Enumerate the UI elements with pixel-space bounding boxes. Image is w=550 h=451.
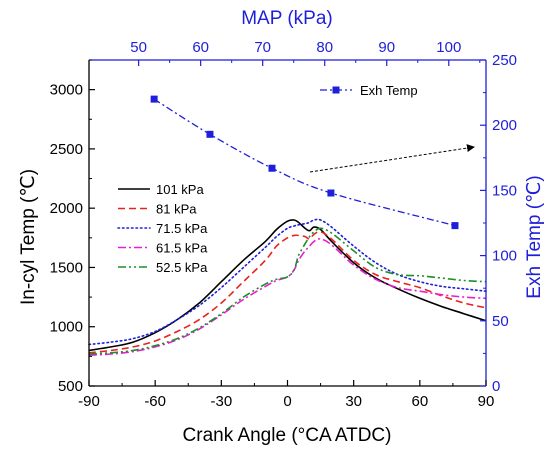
left-tick-label: 1500 <box>50 259 83 276</box>
left-tick-label: 500 <box>58 378 83 395</box>
exh-temp-marker <box>206 130 214 138</box>
right-tick-label: 250 <box>492 52 517 69</box>
bottom-tick-label: 0 <box>283 393 291 410</box>
right-tick-label: 0 <box>492 378 500 395</box>
bottom-tick-label: -30 <box>210 393 232 410</box>
series-line-61-5-kpa-kpa <box>88 238 487 356</box>
legend-label-71-5-kpa-kpa: 71.5 kPa <box>156 221 208 236</box>
exh-temp-legend-marker <box>332 86 340 94</box>
bottom-tick-label: 60 <box>411 393 428 410</box>
bottom-tick-label: 90 <box>478 393 495 410</box>
right-tick-label: 50 <box>492 313 509 330</box>
top-tick-label: 50 <box>130 39 147 56</box>
left-tick-label: 1000 <box>50 319 83 336</box>
exh-temp-line <box>153 98 456 227</box>
legend-label-61-5-kpa-kpa: 61.5 kPa <box>156 241 208 256</box>
left-axis-title: In-cyl Temp (℃) <box>18 169 39 305</box>
exh-temp-marker <box>327 189 335 197</box>
top-tick-label: 90 <box>378 39 395 56</box>
exh-temp-legend: Exh Temp <box>320 83 418 98</box>
top-tick-label: 70 <box>254 39 271 56</box>
top-tick-label: 100 <box>436 39 461 56</box>
right-tick-label: 150 <box>492 182 517 199</box>
right-axis-title: Exh Temp (℃) <box>524 175 545 298</box>
bottom-tick-label: 30 <box>345 393 362 410</box>
left-tick-label: 2000 <box>50 200 83 217</box>
bottom-axis-title: Crank Angle (°CA ATDC) <box>183 425 392 446</box>
top-tick-label: 60 <box>192 39 209 56</box>
left-tick-label: 2500 <box>50 141 83 158</box>
right-tick-label: 200 <box>492 117 517 134</box>
top-tick-label: 80 <box>316 39 333 56</box>
exh-temp-marker <box>451 222 459 230</box>
right-tick-label: 100 <box>492 248 517 265</box>
legend-label-101-kpa-kpa: 101 kPa <box>156 182 204 197</box>
left-tick-label: 3000 <box>50 82 83 99</box>
right-axis-arrow <box>309 144 475 173</box>
legend-label-52-5-kpa-kpa: 52.5 kPa <box>156 260 208 275</box>
bottom-tick-label: -90 <box>78 393 100 410</box>
bottom-tick-label: -60 <box>144 393 166 410</box>
series-line-101-kpa-kpa <box>88 219 487 352</box>
top-axis-title: MAP (kPa) <box>241 8 333 29</box>
exh-temp-marker <box>268 164 276 172</box>
legend-label-81-kpa-kpa: 81 kPa <box>156 202 197 217</box>
series-line-81-kpa-kpa <box>88 230 487 354</box>
exh-temp-marker <box>150 95 158 103</box>
exh-temp-legend-label: Exh Temp <box>360 83 418 98</box>
series-line-52-5-kpa-kpa <box>88 227 487 355</box>
